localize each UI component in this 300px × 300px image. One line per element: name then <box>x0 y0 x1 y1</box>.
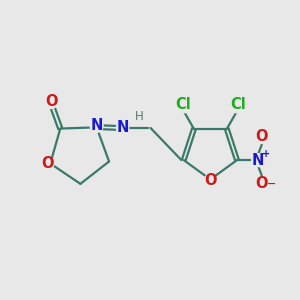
Text: O: O <box>45 94 58 110</box>
Text: Cl: Cl <box>230 97 246 112</box>
Circle shape <box>45 95 58 108</box>
Circle shape <box>252 154 265 166</box>
Circle shape <box>90 119 103 132</box>
Text: O: O <box>204 173 217 188</box>
Circle shape <box>255 177 268 190</box>
Circle shape <box>204 174 217 188</box>
Circle shape <box>255 130 268 143</box>
Text: Cl: Cl <box>175 97 191 112</box>
Text: O: O <box>41 156 54 171</box>
Text: O: O <box>255 129 268 144</box>
Text: −: − <box>266 179 276 189</box>
Text: H: H <box>135 110 144 123</box>
Text: +: + <box>262 148 270 159</box>
Circle shape <box>175 97 191 113</box>
Circle shape <box>116 122 129 134</box>
Circle shape <box>230 97 246 113</box>
Circle shape <box>41 157 54 170</box>
Text: O: O <box>255 176 268 191</box>
Text: N: N <box>116 120 129 135</box>
Text: N: N <box>90 118 103 133</box>
Text: N: N <box>252 153 264 168</box>
